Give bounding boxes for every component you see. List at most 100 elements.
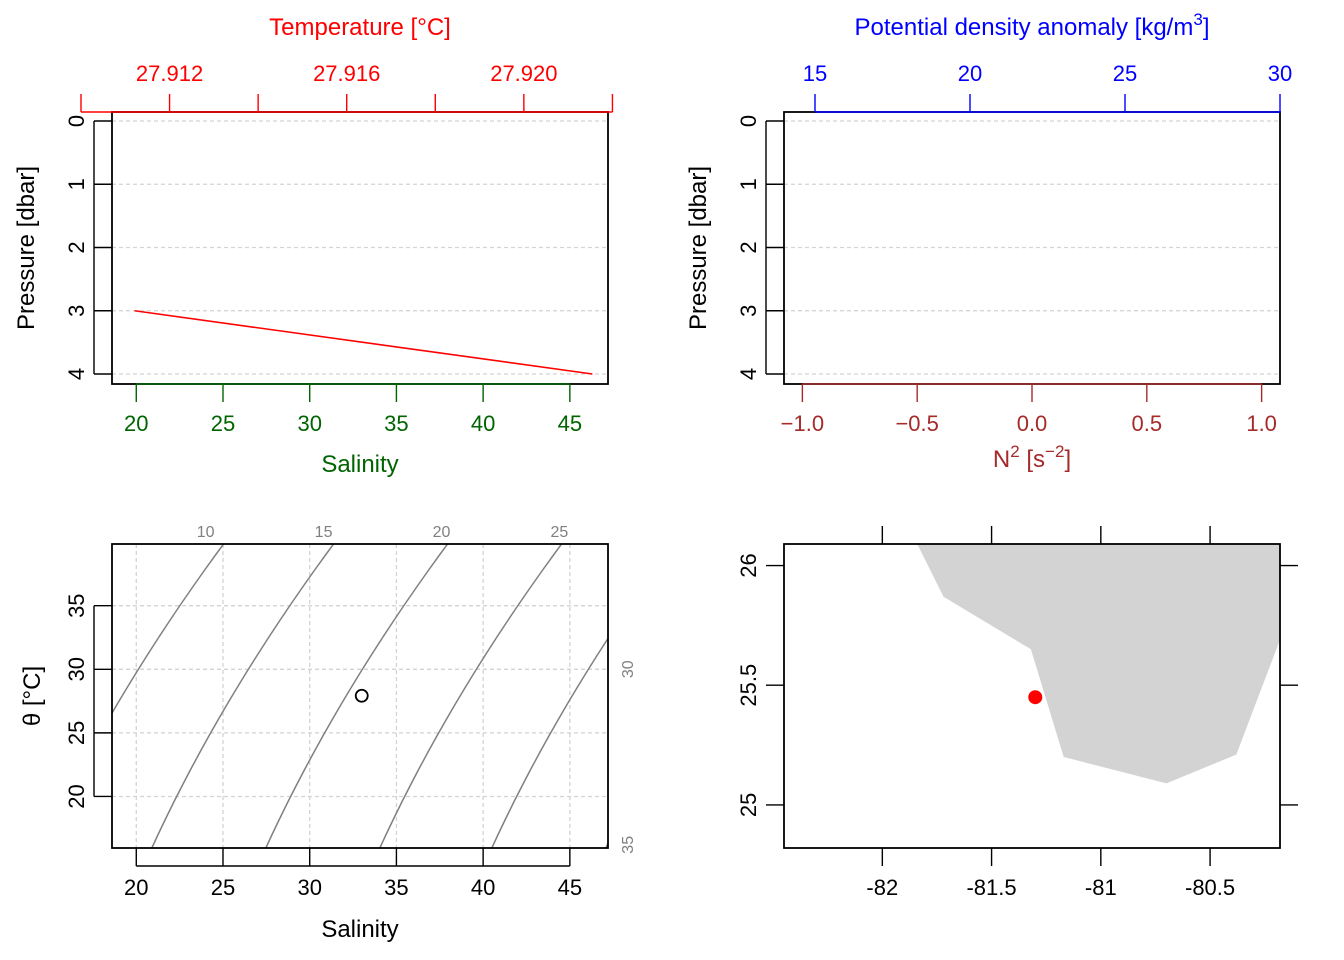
p2-bottom-title-end: ] [1064,446,1071,473]
p1-y-tick-label-0: 0 [64,115,89,127]
p1-top-tick-label-1: 27.916 [313,61,380,86]
p3-x-tick-label-0: 20 [124,875,148,900]
p2-top-tick-label-2: 25 [1113,61,1137,86]
p1-top-axis-title: Temperature [°C] [269,14,451,41]
p2-top-title-end: ] [1203,14,1210,41]
p3-x-tick-label-5: 45 [558,875,582,900]
p1-top-tick-label-0: 27.912 [136,61,203,86]
p4-data-layer [1028,690,1043,705]
p2-y-tick-label-1: 1 [736,178,761,190]
p1-bottom-tick-label-0: 20 [124,411,148,436]
p1-y-tick-label-3: 3 [64,305,89,317]
p1-gridlines [112,120,608,375]
p3-data-layer [354,688,369,703]
p1-bottom-tick-label-5: 45 [558,411,582,436]
p2-bottom-tick-label-4: 1.0 [1246,411,1277,436]
p2-y-tick-label-0: 0 [736,115,761,127]
p4-y-tick-label-0: 25 [736,793,761,817]
p3-y-tick-label-0: 20 [64,784,89,808]
p1-top-axis: 27.912 27.916 27.920 [80,61,614,113]
p3-y-tick-label-2: 30 [64,657,89,681]
p4-x-tick-label-1: -81.5 [966,875,1016,900]
p2-top-axis-title: Potential density anomaly [kg/m3] [855,10,1210,41]
p2-bottom-tick-label-2: 0.0 [1017,411,1048,436]
p4-land-polygon [917,544,1280,784]
p2-top-tick-label-0: 15 [803,61,827,86]
p1-data-layer [134,309,593,375]
p2-top-axis: 15 20 25 30 [803,61,1292,113]
p4-x-tick-label-2: -81 [1085,875,1117,900]
p2-bottom-tick-label-1: −0.5 [895,411,938,436]
p3-y-tick-label-1: 25 [64,721,89,745]
panel-station-map: -82 -81.5 -81 -80.5 25 25.5 26 [736,526,1298,900]
p3-x-tick-label-1: 25 [211,875,235,900]
p4-map-frame [783,543,1281,849]
p1-bottom-axis: 20 25 30 35 40 45 [124,383,582,436]
p3-isopycnal-labels: 10 15 20 25 30 35 [197,524,637,854]
p3-isopycnal-curve-3 [379,544,563,848]
p3-isopycnal-label-15: 15 [315,524,333,541]
p3-isopycnal-label-20: 20 [433,524,451,541]
p4-station-marker [1028,690,1043,705]
p3-isopycnal-label-10: 10 [197,524,215,541]
p4-land-layer [917,544,1280,784]
p3-x-tick-label-4: 40 [471,875,495,900]
p1-series-line-0 [134,309,593,375]
p4-y-tick-label-1: 25.5 [736,664,761,707]
p2-y-tick-label-4: 4 [736,368,761,380]
p3-x-tick-label-3: 35 [384,875,408,900]
p4-axes: -82 -81.5 -81 -80.5 25 25.5 26 [736,526,1298,900]
p2-top-tick-label-3: 30 [1268,61,1292,86]
p1-y-tick-label-4: 4 [64,368,89,380]
p1-bottom-tick-label-1: 25 [211,411,235,436]
p2-bottom-title-n: N [993,446,1010,473]
p2-gridlines [784,120,1280,375]
p1-left-axis: 0 1 2 3 4 [64,115,112,380]
p1-y-tick-label-1: 1 [64,178,89,190]
p2-bottom-axis: −1.0 −0.5 0.0 0.5 1.0 [781,383,1277,436]
p2-bottom-tick-label-3: 0.5 [1132,411,1163,436]
p3-x-tick-label-2: 30 [297,875,321,900]
p1-bottom-tick-label-4: 40 [471,411,495,436]
p2-bottom-title-sup2: −2 [1045,442,1064,461]
p3-plot-frame [111,543,609,849]
p2-bottom-tick-label-0: −1.0 [781,411,824,436]
panel-ctd-profile: 27.912 27.916 27.920 20 25 30 35 40 45 0 1 2 3 4 Te… [13,14,614,478]
p3-isopycnals [112,544,608,848]
p4-y-tick-label-2: 26 [736,553,761,577]
p1-bottom-tick-label-3: 35 [384,411,408,436]
p4-x-tick-label-3: -80.5 [1185,875,1235,900]
p3-y-tick-label-3: 35 [64,593,89,617]
p2-bottom-title-mid: [s [1020,446,1045,473]
panel-density-profile: 15 20 25 30 −1.0 −0.5 0.0 0.5 1.0 0 1 2 3 4 Potenti… [685,10,1292,473]
p3-isopycnal-label-25: 25 [551,524,569,541]
p3-bottom-axis: 20 25 30 35 40 45 [124,848,582,900]
p3-isopycnal-label-35: 35 [620,836,637,854]
p3-data-point-0 [354,688,369,703]
p2-y-axis-title: Pressure [dbar] [685,166,712,330]
p3-isopycnal-curve-2 [265,544,449,848]
p2-y-tick-label-3: 3 [736,305,761,317]
p3-left-axis: 20 25 30 35 [64,593,112,809]
p2-top-title-superscript: 3 [1193,10,1202,29]
p3-y-axis-title: θ [°C] [19,666,46,726]
p2-bottom-axis-title: N2 [s−2] [993,442,1071,473]
p2-top-title-main: Potential density anomaly [kg/m [855,14,1194,41]
p3-isopycnal-curve-1 [151,544,335,848]
p1-y-tick-label-2: 2 [64,241,89,253]
p3-isopycnal-label-30: 30 [620,660,637,678]
p3-isopycnal-curve-5 [605,841,608,848]
p2-left-axis: 0 1 2 3 4 [736,115,784,380]
panel-ts-diagram: 10 15 20 25 30 35 20 25 30 35 40 45 20 25 30 35 Salin… [19,524,637,943]
p3-x-axis-title: Salinity [321,916,398,943]
p3-isopycnal-curve-4 [491,637,608,848]
p1-bottom-axis-title: Salinity [321,451,398,478]
p2-top-tick-label-1: 20 [958,61,982,86]
p1-top-tick-label-2: 27.920 [490,61,557,86]
p1-y-axis-title: Pressure [dbar] [13,166,40,330]
p1-bottom-tick-label-2: 30 [297,411,321,436]
p3-isopycnal-curve-0 [112,544,225,715]
p2-bottom-title-sup1: 2 [1010,442,1019,461]
p3-gridlines [112,544,608,848]
